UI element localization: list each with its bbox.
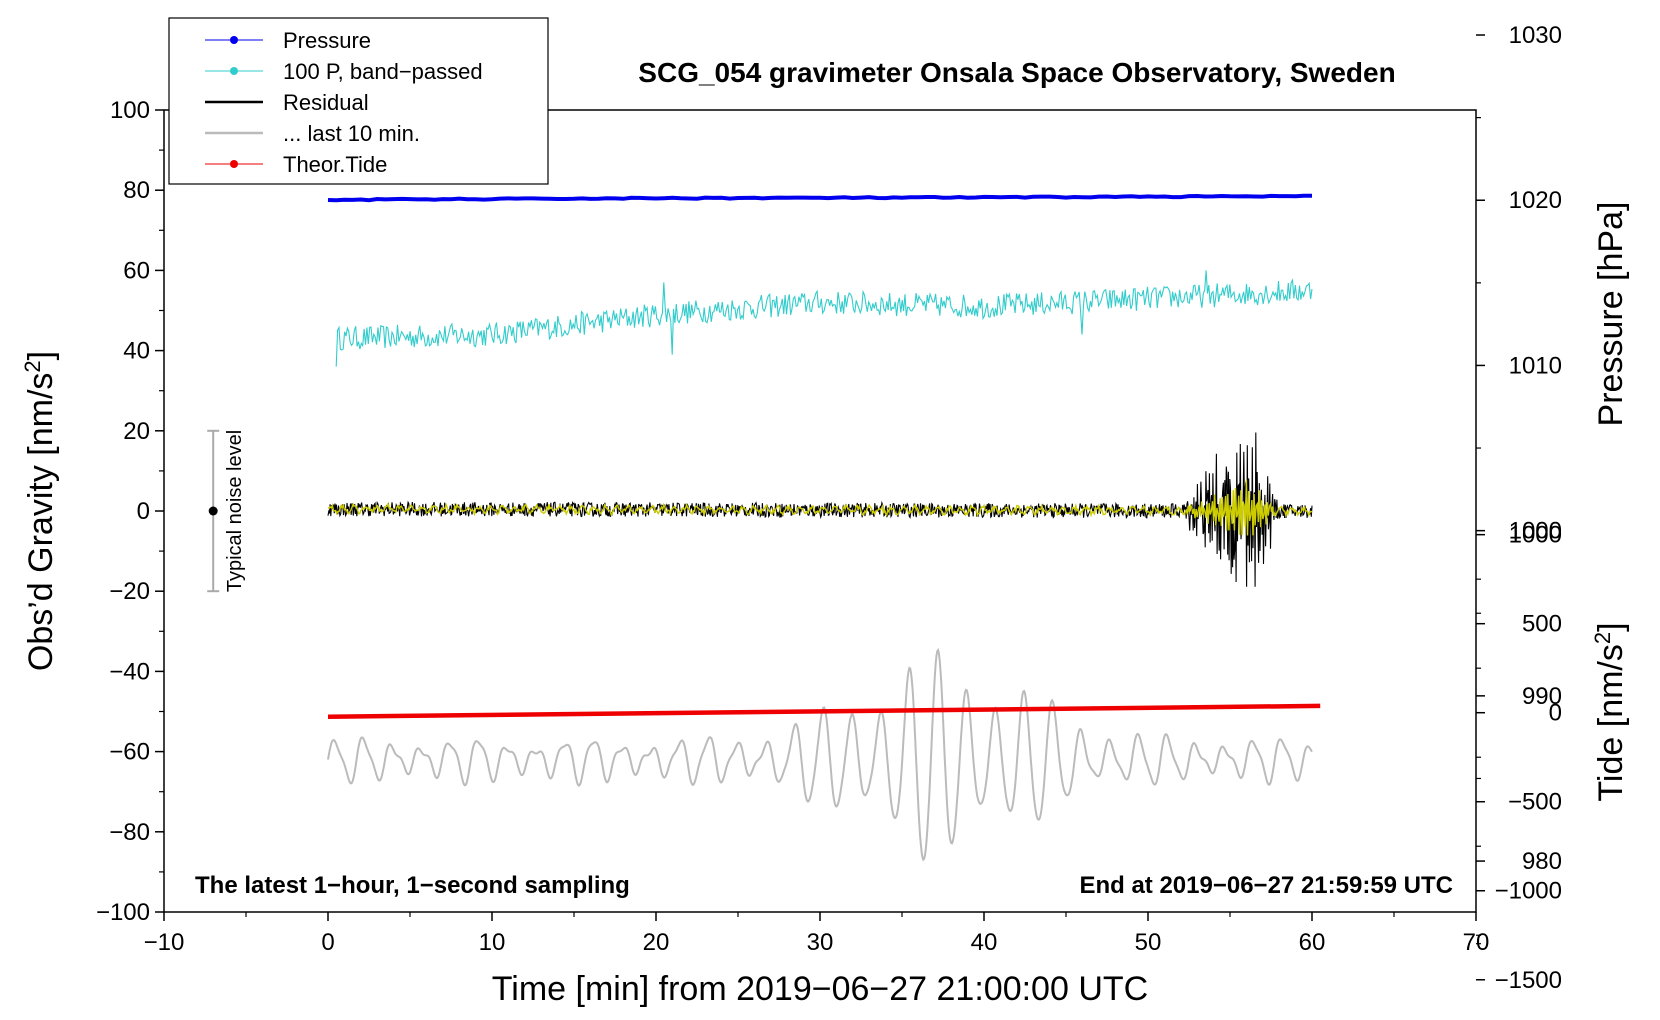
pressure-tick-label: 1000 (1509, 518, 1562, 545)
legend-marker (230, 36, 238, 44)
pressure-tick-label: 1010 (1509, 352, 1562, 379)
series-pressure (327, 193, 1313, 203)
legend-label: 100 P, band−passed (283, 59, 483, 84)
pressure-tick-label: 980 (1522, 848, 1562, 875)
y-axis-title-left-sup: 2 (20, 360, 45, 372)
y-tick-label: 0 (137, 498, 150, 525)
series-residual-lowpassed (327, 479, 1313, 536)
y-tick-label: 20 (123, 418, 150, 445)
y-axis-title-left-main: Obs’d Gravity [nm/s (22, 373, 60, 672)
legend-items: Pressure 100 P, band−passed Residual ... la… (205, 28, 483, 177)
axes-layer: −10 0 10 20 30 40 50 60 70100806040200−20−40−60−… (96, 22, 1562, 994)
tide-tick-label: −1500 (1495, 967, 1562, 994)
x-tick-label: 20 (643, 929, 670, 956)
chart-title: SCG_054 gravimeter Onsala Space Observat… (638, 57, 1395, 88)
y-tick-label: −40 (109, 658, 150, 685)
y-axis-title-left: Obs’d Gravity [nm/s2] (20, 351, 60, 671)
x-tick-label: 0 (321, 929, 334, 956)
series-bandpassed-pressure (335, 270, 1313, 367)
legend-label: Residual (283, 90, 369, 115)
y-tick-label: 40 (123, 338, 150, 365)
x-tick-label: 30 (807, 929, 834, 956)
legend-marker (230, 67, 238, 75)
x-tick-label: 70 (1463, 929, 1490, 956)
y-tick-label: 60 (123, 257, 150, 284)
legend-label: ... last 10 min. (283, 121, 420, 146)
tide-tick-label: 1000 (1509, 522, 1562, 549)
legend-marker (230, 160, 238, 168)
legend: Pressure 100 P, band−passed Residual ... la… (168, 17, 549, 185)
sampling-note: The latest 1−hour, 1−second sampling (195, 872, 630, 899)
x-axis-title: Time [min] from 2019−06−27 21:00:00 UTC (492, 970, 1148, 1008)
series-residual (327, 432, 1313, 587)
y-tick-label: −20 (109, 578, 150, 605)
y-tick-label: 100 (110, 97, 150, 124)
noise-level-dot (208, 506, 218, 516)
y-axis-title-tide-sup: 2 (1590, 632, 1615, 644)
pressure-tick-label: 990 (1522, 683, 1562, 710)
y-axis-title-left-end: ] (22, 351, 60, 360)
pressure-tick-label: 1020 (1509, 187, 1562, 214)
y-axis-title-tide-end: ] (1592, 622, 1630, 631)
y-tick-label: −60 (109, 739, 150, 766)
y-axis-title-tide-main: Tide [nm/s (1592, 644, 1630, 801)
x-tick-label: −10 (144, 929, 185, 956)
x-tick-label: 10 (479, 929, 506, 956)
noise-level-label: Typical noise level (224, 430, 246, 592)
y-axis-title-tide: Tide [nm/s2] (1590, 622, 1630, 801)
series-theor-tide (327, 703, 1321, 719)
y-axis-title-pressure: Pressure [hPa] (1592, 202, 1630, 427)
y-tick-label: 80 (123, 177, 150, 204)
tide-tick-label: −1000 (1495, 878, 1562, 905)
tide-tick-label: 0 (1549, 700, 1562, 727)
tide-tick-label: −500 (1508, 789, 1562, 816)
end-time-note: End at 2019−06−27 21:59:59 UTC (1079, 872, 1453, 899)
x-tick-label: 60 (1299, 929, 1326, 956)
series-layer (327, 193, 1321, 862)
legend-label: Pressure (283, 28, 371, 53)
x-tick-label: 40 (971, 929, 998, 956)
legend-label: Theor.Tide (283, 152, 387, 177)
x-tick-label: 50 (1135, 929, 1162, 956)
y-tick-label: −80 (109, 819, 150, 846)
y-tick-label: −100 (96, 899, 150, 926)
noise-level-indicator: Typical noise level (207, 429, 246, 593)
series-last-10-min (327, 648, 1313, 862)
tide-tick-label: 500 (1522, 611, 1562, 638)
pressure-tick-label: 1030 (1509, 22, 1562, 49)
